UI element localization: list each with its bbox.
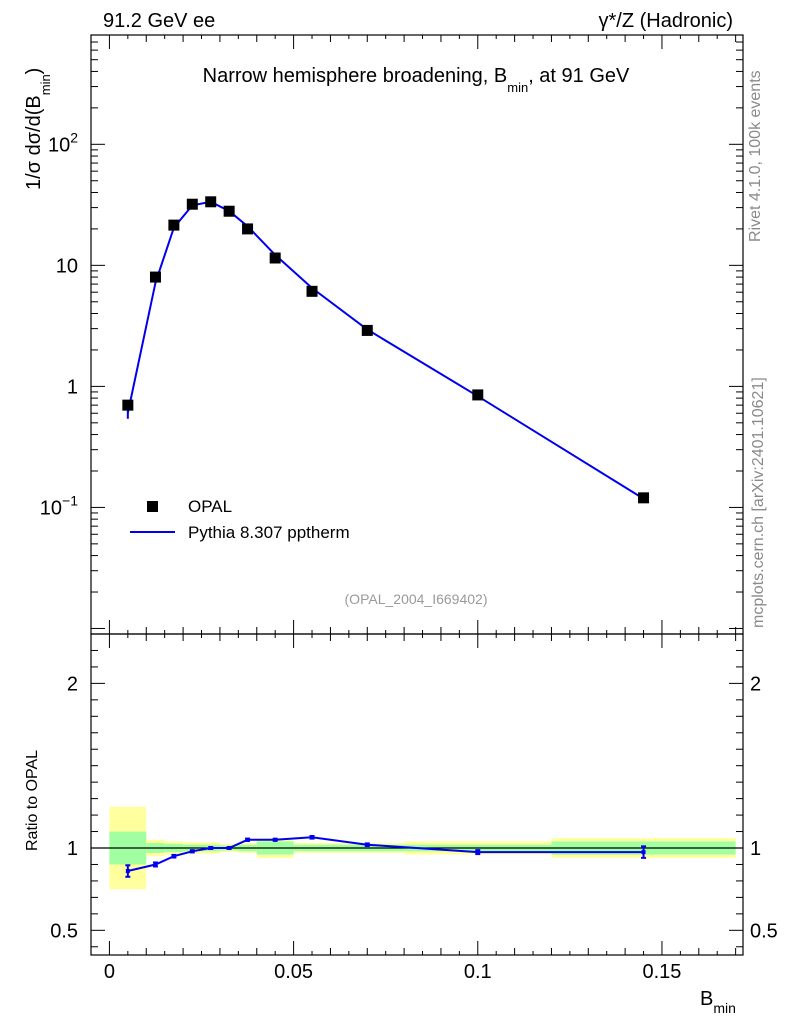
chart-title-sub: min <box>507 80 528 95</box>
chart-title: Narrow hemisphere broadening, Bmin, at 9… <box>203 65 630 95</box>
data-point <box>269 252 281 264</box>
ratio-y-axis-label: Ratio to OPAL <box>24 750 41 851</box>
data-point <box>186 198 198 210</box>
x-axis-label-main: B <box>700 988 713 1010</box>
chart-title-main: Narrow hemisphere broadening, B <box>203 65 508 87</box>
data-point <box>149 271 161 283</box>
x-tick-label: 0.05 <box>274 961 313 983</box>
header-left-label: 91.2 GeV ee <box>103 10 215 32</box>
y-tick-exponent: 2 <box>70 129 78 145</box>
data-point <box>205 196 217 208</box>
mc-series-line <box>126 200 645 500</box>
y-axis-label: 1/σ dσ/d(Bmin) <box>23 68 53 190</box>
ratio-point <box>171 854 176 859</box>
legend: OPAL Pythia 8.307 pptherm <box>130 497 350 542</box>
main-frame <box>90 34 744 635</box>
ratio-mc-line <box>127 836 644 872</box>
ratio-point <box>227 846 232 850</box>
ratio-y-tick-label: 1 <box>67 838 78 860</box>
data-point <box>223 205 235 217</box>
y-tick-exponent: −1 <box>62 492 78 508</box>
data-point <box>472 389 484 401</box>
y-tick-label: 10 <box>56 255 78 277</box>
ratio-point <box>475 850 480 855</box>
ratio-frame <box>90 633 744 956</box>
mcplots-label: mcplots.cern.ch [arXiv:2401.10621] <box>750 377 767 628</box>
data-point <box>638 492 650 504</box>
legend-marker-opal <box>147 501 158 512</box>
y-tick-base: 10 <box>48 134 70 156</box>
y-tick-label: 10−1 <box>40 492 78 519</box>
ratio-y-tick-label: 0.5 <box>50 920 78 942</box>
chart-title-tail: , at 91 GeV <box>528 65 630 87</box>
data-point <box>242 223 254 235</box>
ratio-point <box>190 849 195 854</box>
ratio-point <box>125 869 130 874</box>
ratio-point <box>208 846 213 850</box>
x-tick-label: 0 <box>104 961 115 983</box>
header-right-label: γ*/Z (Hadronic) <box>599 10 733 32</box>
y-tick-label: 102 <box>48 129 78 156</box>
ratio-y-tick-label: 2 <box>67 673 78 695</box>
ratio-point <box>365 842 370 847</box>
y-tick-base: 10 <box>40 497 62 519</box>
ratio-y-tick-label-right: 2 <box>750 673 761 695</box>
x-axis-label: Bmin <box>700 988 736 1016</box>
ratio-point <box>153 862 158 867</box>
ratio-point <box>273 837 278 842</box>
data-point <box>361 324 373 336</box>
x-axis-label-sub: min <box>713 1000 736 1016</box>
ratio-y-tick-label-right: 1 <box>750 838 761 860</box>
analysis-tag: (OPAL_2004_I669402) <box>345 591 488 607</box>
y-axis-label-tail: ) <box>23 68 45 75</box>
x-tick-label: 0.15 <box>642 961 681 983</box>
ratio-point <box>245 837 250 842</box>
data-point <box>306 285 318 297</box>
data-point <box>168 219 180 231</box>
y-axis-label-sub: min <box>38 74 53 95</box>
y-tick-label: 1 <box>67 376 78 398</box>
rivet-version-label: Rivet 4.1.0, 100k events <box>747 70 764 242</box>
data-point <box>122 399 134 411</box>
ratio-point <box>310 835 315 840</box>
x-tick-label: 0.1 <box>464 961 492 983</box>
series-layer <box>122 196 650 878</box>
legend-label-pythia: Pythia 8.307 pptherm <box>188 523 350 542</box>
legend-label-opal: OPAL <box>188 497 232 516</box>
ratio-y-tick-label-right: 0.5 <box>750 920 778 942</box>
ratio-point <box>641 850 646 855</box>
y-axis-label-main: 1/σ dσ/d(B <box>23 95 45 190</box>
